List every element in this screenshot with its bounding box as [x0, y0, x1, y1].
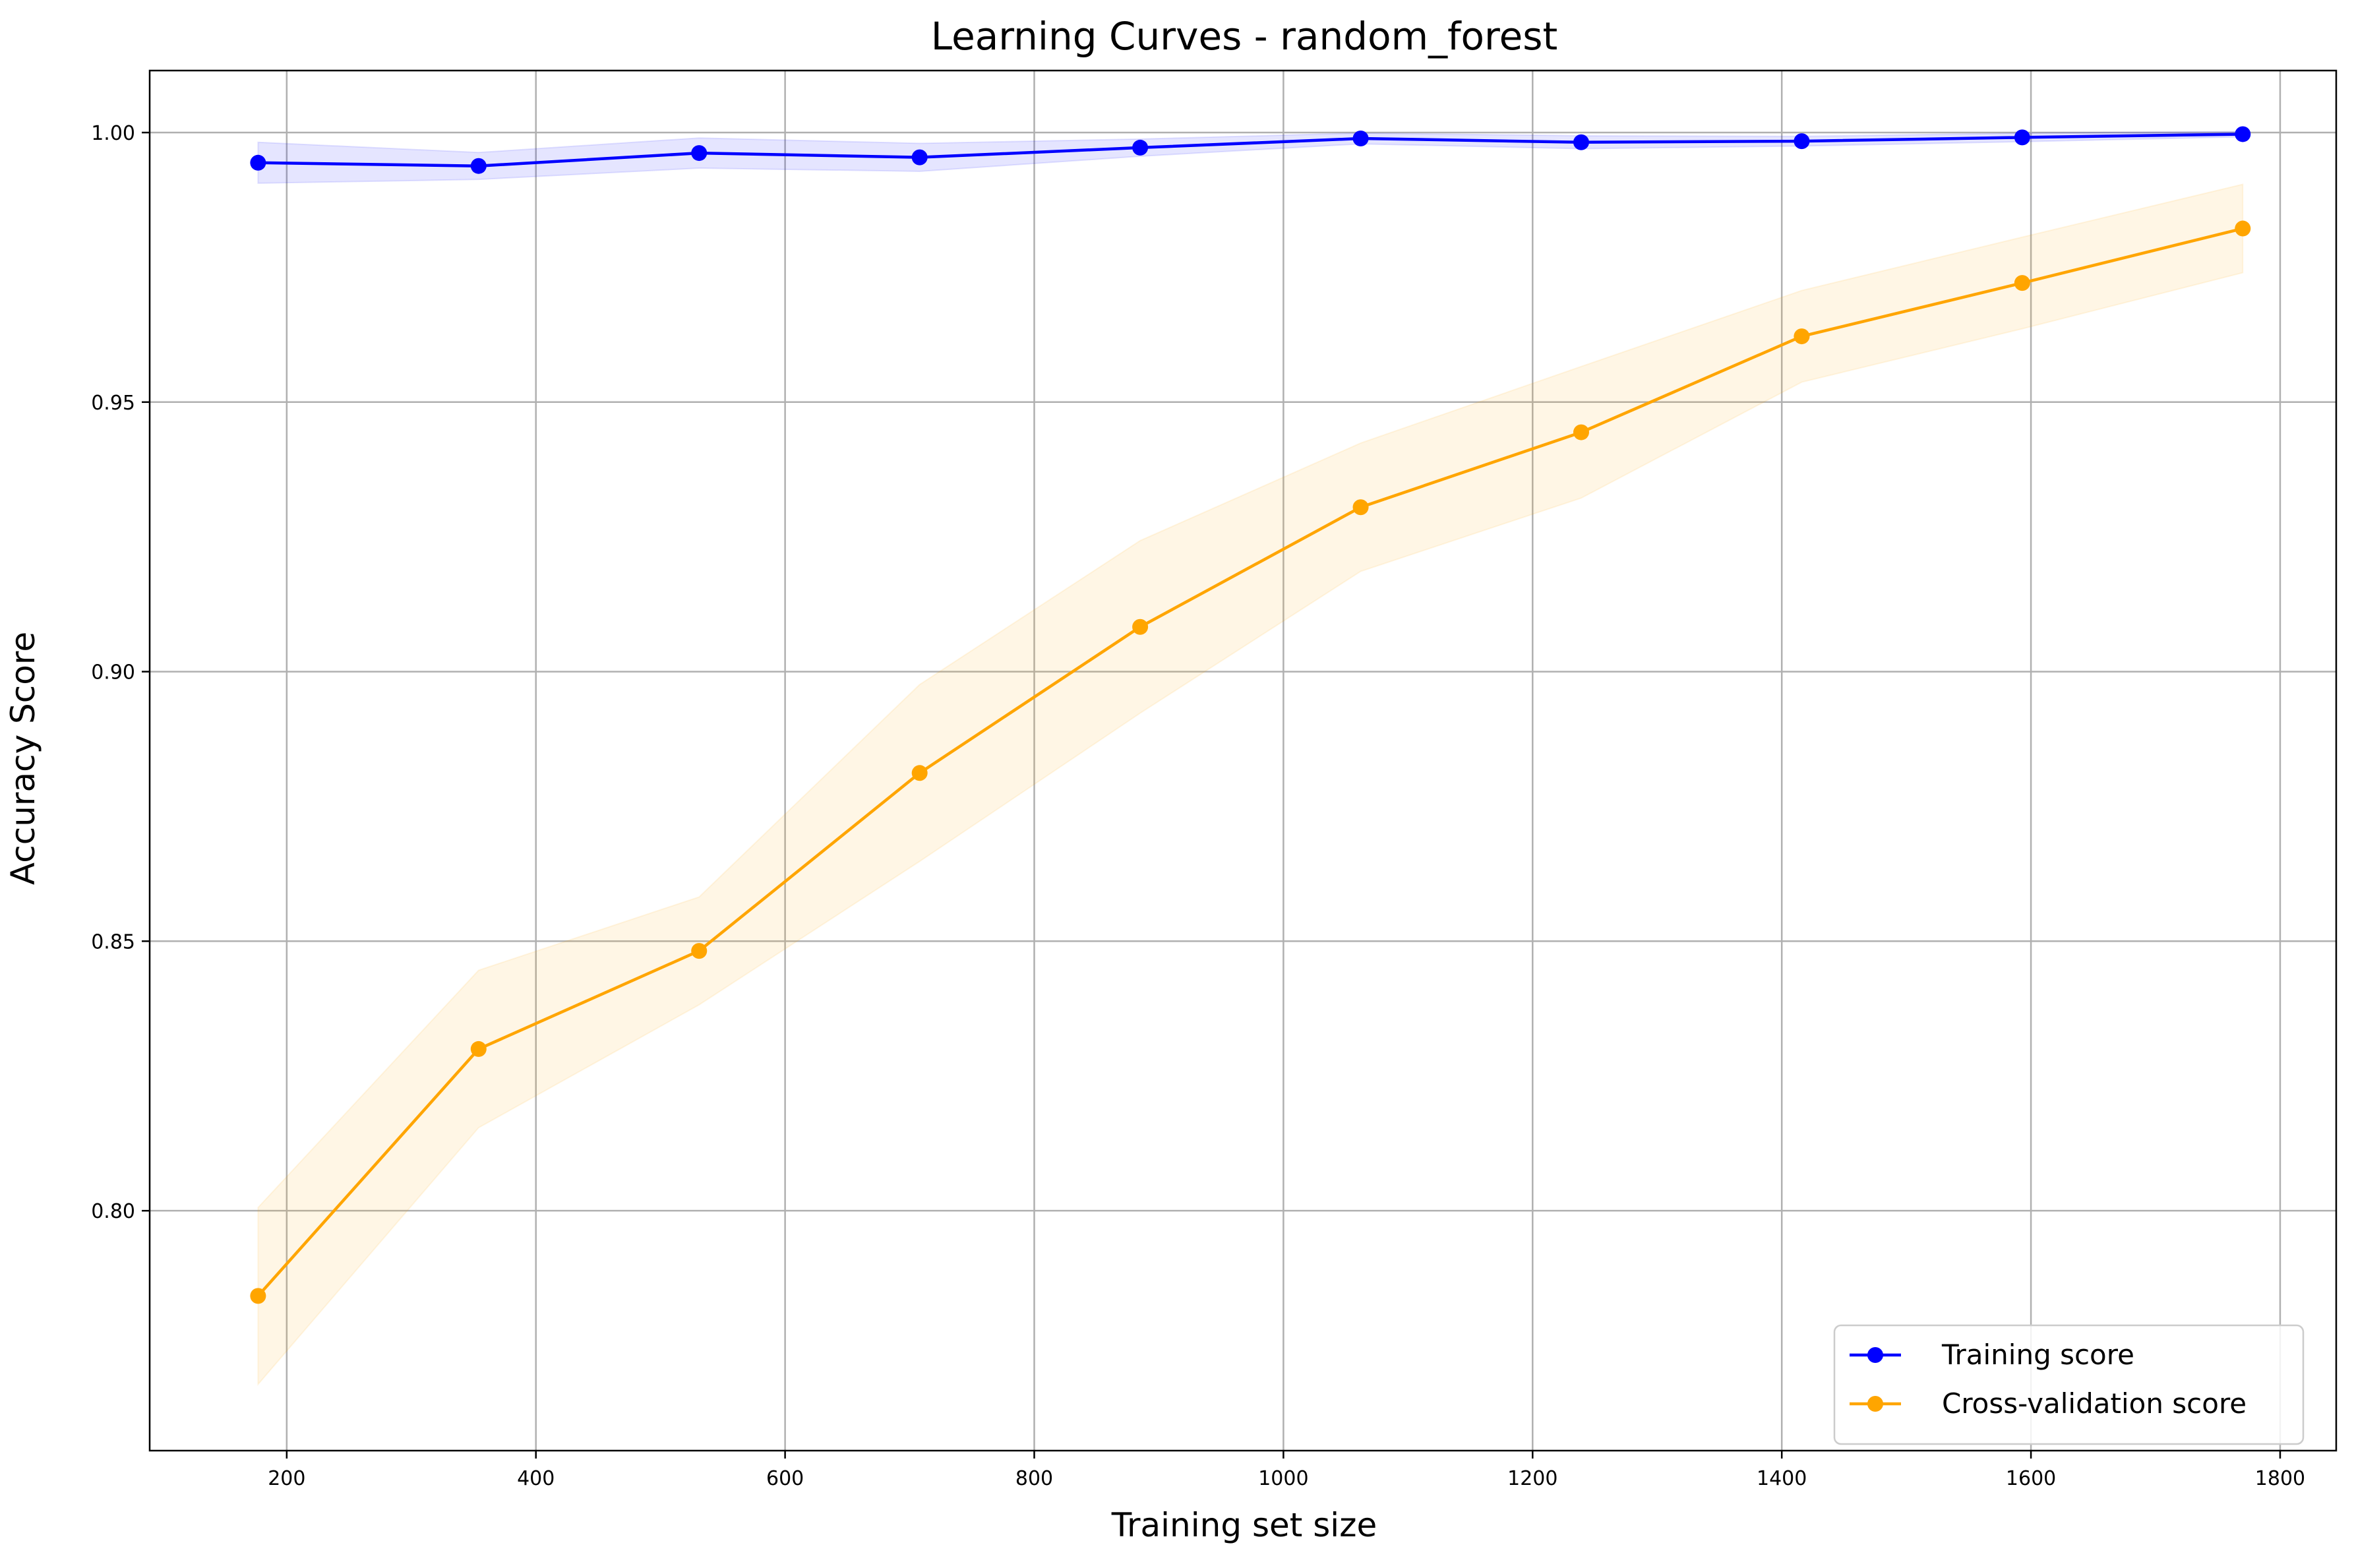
- cv-score-point: [911, 765, 928, 781]
- legend-swatch-cv-marker: [1867, 1396, 1883, 1412]
- training-score-point: [250, 154, 266, 171]
- legend-label-training: Training score: [1941, 1339, 2134, 1371]
- training-score-point: [2235, 126, 2251, 142]
- training-score-point: [911, 149, 928, 166]
- training-score-point: [1132, 139, 1149, 156]
- plot-frame: [148, 69, 2338, 1452]
- x-tick-label: 1000: [1258, 1467, 1308, 1490]
- y-tick-label: 1.00: [91, 122, 135, 145]
- x-tick-label: 400: [517, 1467, 555, 1490]
- cv-score-point: [1352, 499, 1369, 516]
- plot-area: [150, 71, 2336, 1451]
- legend-box: [1833, 1324, 2305, 1445]
- x-tick-label: 600: [766, 1467, 804, 1490]
- cv-score-point: [691, 943, 708, 959]
- y-tick-label: 0.85: [91, 930, 135, 953]
- training-score-point: [2014, 129, 2030, 146]
- x-tick-label: 200: [268, 1467, 305, 1490]
- cv-score-point: [250, 1288, 266, 1304]
- axis-ticks: 200 400 600 800 1000 1200 1400 1600 1800 0.80 0.85…: [91, 122, 2305, 1490]
- training-score-point: [1573, 134, 1589, 150]
- training-score-point: [1352, 131, 1369, 147]
- y-axis-title: Accuracy Score: [4, 632, 42, 885]
- x-tick-label: 1600: [2006, 1467, 2056, 1490]
- cv-score-line: [257, 227, 2243, 1297]
- cv-score-point: [1573, 424, 1589, 440]
- cv-score-point: [1132, 618, 1149, 635]
- y-tick-label: 0.90: [91, 661, 135, 684]
- cv-score-band: [257, 183, 2244, 1387]
- series-markers: [250, 126, 2251, 1304]
- x-axis-title: Training set size: [1111, 1506, 1377, 1544]
- x-tick-label: 800: [1015, 1467, 1053, 1490]
- x-tick-label: 1400: [1757, 1467, 1807, 1490]
- cv-score-point: [1794, 328, 1810, 345]
- x-tick-label: 1200: [1507, 1467, 1557, 1490]
- training-score-point: [691, 145, 708, 162]
- y-tick-label: 0.80: [91, 1200, 135, 1223]
- cv-score-point: [2014, 275, 2030, 291]
- x-tick-label: 1800: [2255, 1467, 2305, 1490]
- legend: Training score Cross-validation score: [1833, 1324, 2305, 1445]
- legend-swatch-training-marker: [1867, 1347, 1883, 1363]
- training-score-point: [1794, 133, 1810, 150]
- cv-score-point: [470, 1040, 487, 1057]
- chart-title: Learning Curves - random_forest: [931, 14, 1557, 59]
- gridlines: [150, 71, 2336, 1451]
- training-score-point: [470, 158, 487, 174]
- training-score-line: [258, 133, 2243, 167]
- legend-label-cv: Cross-validation score: [1942, 1387, 2247, 1420]
- cv-score-point: [2235, 220, 2251, 237]
- y-tick-label: 0.95: [91, 392, 135, 415]
- series-lines: [257, 133, 2243, 1297]
